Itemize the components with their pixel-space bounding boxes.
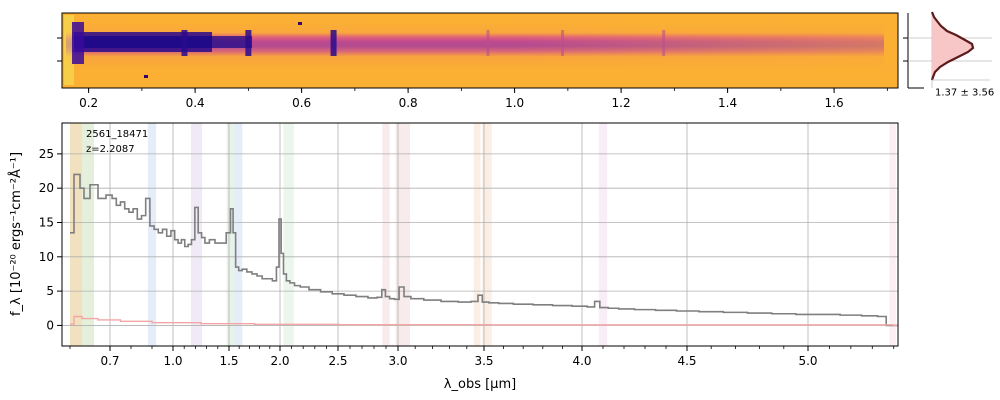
x-tick-label: 4.0 — [572, 354, 591, 368]
redshift-label: z=2.2087 — [86, 144, 135, 155]
x-tick-label: 3.5 — [474, 354, 493, 368]
y-tick-label: 10 — [39, 250, 54, 264]
histogram-fill — [932, 14, 973, 80]
x-tick-label: 3.0 — [388, 354, 407, 368]
two-d-hot-pixel-1 — [144, 75, 148, 78]
absorption-band — [889, 123, 896, 346]
two-d-emission-line — [561, 30, 565, 56]
two-d-x-tick-label: 0.2 — [79, 96, 98, 110]
absorption-band — [482, 123, 492, 346]
two-d-continuum-peak — [72, 36, 252, 48]
two-d-spectrum-frame — [61, 12, 899, 89]
absorption-band — [382, 123, 390, 346]
two-d-x-tick-label: 0.4 — [186, 96, 205, 110]
two-d-emission-line — [330, 30, 337, 56]
two-d-x-tick-label: 0.6 — [292, 96, 311, 110]
x-tick-label: 4.5 — [677, 354, 696, 368]
two-d-hot-pixel-2 — [298, 22, 302, 25]
two-d-x-axis: 0.2 0.4 0.6 0.8 1.0 1.2 1.4 1.6 — [79, 88, 888, 110]
x-tick-label: 5.0 — [798, 354, 817, 368]
two-d-emission-line — [181, 30, 188, 56]
one-d-spectrum-panel: 0.7 1.0 1.5 2.0 2.5 3.0 3.5 4.0 4.5 5.0 0 5 10 15 20 25… — [8, 122, 899, 392]
x-tick-label: 2.5 — [328, 354, 347, 368]
object-id-label: 2561_18471 — [86, 129, 148, 140]
two-d-x-tick-label: 1.2 — [612, 96, 631, 110]
x-axis-title: λ_obs [μm] — [444, 377, 516, 392]
two-d-emission-line — [662, 30, 666, 56]
x-tick-label: 1.0 — [163, 354, 182, 368]
two-d-x-tick-label: 1.6 — [825, 96, 844, 110]
two-d-spectrum-panel: 0.2 0.4 0.6 0.8 1.0 1.2 1.4 1.6 — [57, 12, 899, 110]
y-tick-label: 15 — [39, 215, 54, 229]
two-d-edge-noise — [72, 22, 84, 64]
two-d-edge-artifact — [64, 15, 74, 85]
absorption-band — [70, 123, 82, 346]
y-tick-label: 20 — [39, 181, 54, 195]
two-d-emission-line — [245, 30, 252, 56]
two-d-x-tick-label: 1.0 — [505, 96, 524, 110]
y-tick-label: 0 — [46, 318, 54, 332]
absorption-band — [82, 123, 94, 346]
two-d-x-tick-label: 0.8 — [399, 96, 418, 110]
y-tick-label: 5 — [46, 284, 54, 298]
flux-series-line — [70, 173, 898, 327]
two-d-emission-features — [181, 30, 666, 56]
error-series-line — [70, 315, 898, 327]
absorption-band — [234, 123, 243, 346]
y-axis-title: f_λ [10⁻²⁰ ergs⁻¹cm⁻²Å⁻¹] — [8, 152, 24, 316]
y-tick-label: 25 — [39, 147, 54, 161]
histogram-stat-label: 1.37 ± 3.56 — [935, 87, 994, 98]
absorption-band — [598, 123, 608, 346]
one-d-axes: 0.7 1.0 1.5 2.0 2.5 3.0 3.5 4.0 4.5 5.0 0 5 10 15 20 25 — [39, 147, 895, 368]
one-d-frame — [61, 122, 899, 347]
absorption-band — [473, 123, 481, 346]
absorption-band — [147, 123, 157, 346]
absorption-band — [190, 123, 203, 346]
absorption-band — [283, 123, 294, 346]
two-d-emission-line — [486, 30, 490, 56]
histogram-outline — [930, 11, 975, 81]
x-tick-label: 1.5 — [219, 354, 238, 368]
x-tick-label: 2.0 — [270, 354, 289, 368]
absorption-band — [226, 123, 235, 346]
two-d-x-tick-label: 1.4 — [718, 96, 737, 110]
one-d-series — [70, 173, 898, 327]
x-tick-label: 0.7 — [100, 354, 119, 368]
histogram-panel: 1.37 ± 3.56 — [903, 11, 994, 98]
